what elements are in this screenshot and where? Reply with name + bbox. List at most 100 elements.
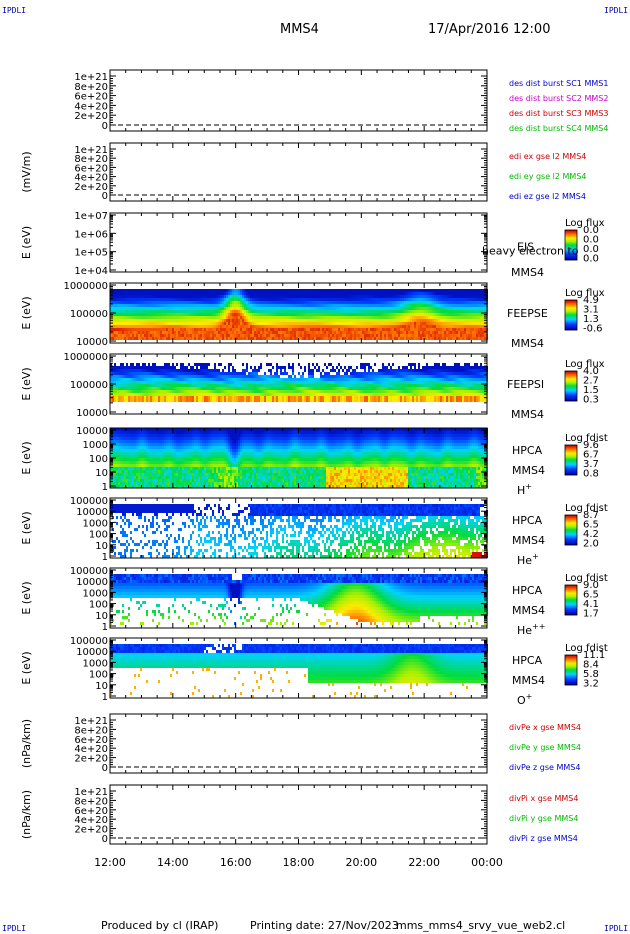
panel-4-spectrogram-cell (318, 328, 320, 331)
panel-5-spectrogram-cell (294, 399, 296, 402)
panel-4-spectrogram-cell (450, 319, 452, 322)
panel-5-spectrogram-cell (224, 384, 226, 387)
panel-4-spectrogram-cell (274, 301, 276, 304)
panel-4-spectrogram-cell (242, 328, 244, 331)
panel-4-spectrogram-cell (192, 316, 194, 319)
panel-4-spectrogram-cell (236, 304, 238, 307)
panel-5-spectrogram-cell (250, 384, 252, 387)
panel-4-spectrogram-cell (176, 304, 178, 307)
panel-4-spectrogram-cell (254, 310, 256, 313)
panel-4-spectrogram-cell (426, 301, 428, 304)
panel-5-spectrogram-cell (168, 393, 170, 396)
panel-4-spectrogram-cell (378, 328, 380, 331)
panel-4-spectrogram-cell (178, 328, 180, 331)
panel-4-spectrogram-cell (202, 331, 204, 334)
panel-4-spectrogram-cell (110, 334, 112, 337)
panel-5-spectrogram-cell (200, 381, 202, 384)
panel-4-spectrogram-cell (270, 328, 272, 331)
panel-4-spectrogram-cell (210, 301, 212, 304)
panel-5-spectrogram-cell (262, 393, 264, 396)
panel-4-spectrogram-cell (342, 322, 344, 325)
panel-4-spectrogram-cell (254, 319, 256, 322)
panel-4-spectrogram-cell (318, 301, 320, 304)
panel-4-spectrogram-cell (400, 295, 402, 298)
panel-4-spectrogram-cell (146, 334, 148, 337)
panel-4-spectrogram-cell (146, 298, 148, 301)
panel-4-spectrogram-cell (226, 307, 228, 310)
panel-5-spectrogram-cell (280, 396, 282, 399)
panel-4-spectrogram-cell (410, 319, 412, 322)
panel-4-spectrogram-cell (372, 334, 374, 337)
panel-4-spectrogram-cell (462, 319, 464, 322)
panel-4-spectrogram-cell (394, 319, 396, 322)
panel-4-spectrogram-cell (298, 292, 300, 295)
panel-5-spectrogram-cell (162, 378, 164, 381)
panel-4-spectrogram-cell (110, 328, 112, 331)
panel-4-spectrogram-cell (336, 292, 338, 295)
panel-4-spectrogram-cell (230, 331, 232, 334)
panel-4-spectrogram-cell (208, 325, 210, 328)
panel-4-spectrogram-cell (452, 316, 454, 319)
panel-5-spectrogram-cell (188, 381, 190, 384)
panel-4-spectrogram-cell (408, 322, 410, 325)
panel-4-spectrogram-cell (114, 322, 116, 325)
panel-4-spectrogram-cell (258, 298, 260, 301)
panel-4-spectrogram-cell (484, 328, 486, 331)
panel-5-spectrogram-cell (310, 387, 312, 390)
panel-4-spectrogram-cell (298, 331, 300, 334)
panel-5-spectrogram-cell (200, 378, 202, 381)
panel-5-spectrogram-cell (174, 393, 176, 396)
panel-4-spectrogram-cell (150, 313, 152, 316)
panel-5-spectrogram-cell (206, 366, 208, 369)
panel-4-spectrogram-cell (478, 325, 480, 328)
panel-5-spectrogram-cell (162, 393, 164, 396)
panel-4-spectrogram-cell (456, 307, 458, 310)
panel-5-spectrogram-cell (196, 384, 198, 387)
panel-4-spectrogram-cell (166, 319, 168, 322)
panel-4-spectrogram-cell (188, 334, 190, 337)
panel-4-spectrogram-cell (330, 298, 332, 301)
panel-4-spectrogram-cell (122, 313, 124, 316)
panel-5-spectrogram-cell (118, 387, 120, 390)
panel-5-spectrogram-cell (248, 393, 250, 396)
panel-4-spectrogram-cell (216, 334, 218, 337)
panel-5-spectrogram-cell (238, 387, 240, 390)
panel-5-spectrogram-cell (272, 384, 274, 387)
panel-5-spectrogram-cell (128, 378, 130, 381)
panel-4-spectrogram-cell (284, 310, 286, 313)
panel-4-spectrogram-cell (188, 322, 190, 325)
panel-5-spectrogram-cell (196, 363, 198, 366)
panel-4-spectrogram-cell (328, 337, 330, 340)
panel-4-spectrogram-cell (414, 295, 416, 298)
panel-4-spectrogram-cell (294, 325, 296, 328)
panel-4-spectrogram-cell (350, 331, 352, 334)
panel-4-spectrogram-cell (278, 292, 280, 295)
panel-5-spectrogram-cell (220, 396, 222, 399)
panel-5-spectrogram-cell (140, 387, 142, 390)
panel-4-cbar-segment (565, 312, 577, 314)
panel-4-spectrogram-cell (238, 331, 240, 334)
panel-4-spectrogram-cell (344, 310, 346, 313)
panel-4-spectrogram-cell (294, 337, 296, 340)
panel-4-spectrogram-cell (254, 301, 256, 304)
panel-4-spectrogram-cell (318, 304, 320, 307)
panel-4-spectrogram-cell (300, 337, 302, 340)
panel-4-spectrogram-cell (424, 292, 426, 295)
panel-5-spectrogram-cell (240, 399, 242, 402)
panel-4-spectrogram-cell (122, 310, 124, 313)
panel-4-spectrogram-cell (122, 337, 124, 340)
panel-4-spectrogram-cell (292, 337, 294, 340)
panel-4-spectrogram-cell (164, 301, 166, 304)
panel-4-spectrogram-cell (434, 298, 436, 301)
panel-4-spectrogram-cell (162, 289, 164, 292)
panel-4-spectrogram-cell (394, 316, 396, 319)
panel-5-spectrogram-cell (312, 387, 314, 390)
panel-4-spectrogram-cell (236, 295, 238, 298)
panel-5-spectrogram-cell (238, 381, 240, 384)
panel-5-spectrogram-cell (132, 381, 134, 384)
panel-5-spectrogram-cell (308, 363, 310, 366)
panel-4-spectrogram-cell (272, 331, 274, 334)
panel-4-spectrogram-cell (440, 301, 442, 304)
panel-4-spectrogram-cell (322, 295, 324, 298)
panel-4-spectrogram-cell (148, 307, 150, 310)
